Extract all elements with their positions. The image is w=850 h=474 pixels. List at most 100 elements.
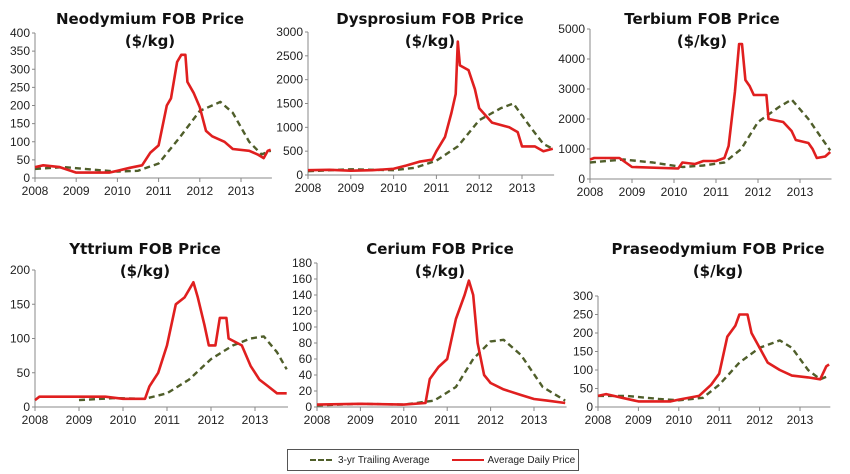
chart-panel: Terbium FOB Price ($/kg) 0 1000 2000 3000 4000… <box>558 10 832 199</box>
x-tick-label: 2013 <box>521 413 548 427</box>
x-tick-label: 2010 <box>390 413 417 427</box>
x-tick-label: 2013 <box>787 185 814 199</box>
y-tick-label: 350 <box>10 44 30 58</box>
y-tick-label: 1000 <box>558 142 585 156</box>
y-tick-label: 40 <box>299 368 313 382</box>
x-tick-label: 2008 <box>585 413 612 427</box>
series-line-trailing-average <box>598 339 830 402</box>
chart-subtitle: ($/kg) <box>677 32 727 50</box>
y-tick-label: 400 <box>10 26 30 40</box>
y-tick-label: 0 <box>586 400 593 414</box>
chart-panel: Cerium FOB Price ($/kg) 0 20 40 60 80 100 120 140… <box>292 240 567 427</box>
x-tick-label: 2013 <box>242 413 269 427</box>
x-tick-label: 2012 <box>745 185 772 199</box>
chart-title: Neodymium FOB Price <box>56 10 244 28</box>
x-tick-label: 2010 <box>665 413 692 427</box>
chart-panel: Praseodymium FOB Price ($/kg) 0 50 100 150 200… <box>573 240 831 427</box>
chart-panel: Yttrium FOB Price ($/kg) 0 50 100 150 200 2008 2… <box>10 240 288 427</box>
legend-item-daily: Average Daily Price <box>451 454 576 466</box>
y-tick-label: 100 <box>10 135 30 149</box>
y-tick-label: 50 <box>17 153 31 167</box>
x-tick-label: 2011 <box>154 413 180 427</box>
y-tick-label: 50 <box>580 382 594 396</box>
y-tick-label: 200 <box>10 263 30 277</box>
chart-subtitle: ($/kg) <box>415 262 465 280</box>
legend-label-trailing: 3-yr Trailing Average <box>338 454 430 466</box>
x-tick-label: 2011 <box>434 413 460 427</box>
x-tick-label: 2013 <box>509 181 536 195</box>
series-line-daily-price <box>597 313 830 403</box>
x-tick-label: 2012 <box>477 413 504 427</box>
series-line-daily-price <box>589 42 832 170</box>
y-tick-label: 50 <box>17 366 31 380</box>
chart-title: Yttrium FOB Price <box>68 240 221 258</box>
y-tick-label: 1500 <box>276 97 303 111</box>
chart-subtitle: ($/kg) <box>125 32 175 50</box>
legend-label-daily: Average Daily Price <box>487 454 576 466</box>
y-tick-label: 150 <box>10 117 30 131</box>
x-tick-label: 2010 <box>661 185 688 199</box>
series-line-trailing-average <box>589 98 832 169</box>
chart-subtitle: ($/kg) <box>120 262 170 280</box>
x-tick-label: 2011 <box>423 181 449 195</box>
y-tick-label: 3000 <box>276 25 303 39</box>
y-tick-label: 200 <box>10 99 30 113</box>
chart-title: Praseodymium FOB Price <box>612 240 825 258</box>
y-tick-label: 500 <box>283 144 303 158</box>
y-tick-label: 0 <box>23 400 30 414</box>
x-tick-label: 2008 <box>577 185 604 199</box>
x-tick-label: 2009 <box>66 413 93 427</box>
x-tick-label: 2008 <box>304 413 331 427</box>
series-line-trailing-average <box>307 102 554 173</box>
series-line-trailing-average <box>316 338 566 407</box>
y-tick-label: 140 <box>292 288 312 302</box>
y-tick-label: 2000 <box>558 112 585 126</box>
x-tick-label: 2011 <box>703 185 729 199</box>
x-tick-label: 2012 <box>186 184 213 198</box>
series-line-daily-price <box>307 40 554 172</box>
y-tick-label: 150 <box>10 297 30 311</box>
chart-subtitle: ($/kg) <box>405 32 455 50</box>
legend: 3-yr Trailing Average Average Daily Pric… <box>287 449 579 471</box>
y-tick-label: 20 <box>299 384 313 398</box>
y-tick-label: 300 <box>573 289 593 303</box>
chart-panel: Neodymium FOB Price ($/kg) 0 50 100 150 200 250… <box>10 10 272 198</box>
y-tick-label: 1000 <box>276 120 303 134</box>
x-tick-label: 2009 <box>619 185 646 199</box>
y-tick-label: 160 <box>292 272 312 286</box>
chart-panel: Dysprosium FOB Price ($/kg) 0 500 1000 1500 20… <box>276 10 555 195</box>
x-tick-label: 2012 <box>746 413 773 427</box>
x-tick-label: 2013 <box>787 413 814 427</box>
y-tick-label: 0 <box>578 172 585 186</box>
x-tick-label: 2013 <box>228 184 255 198</box>
x-tick-label: 2009 <box>337 181 364 195</box>
chart-title: Terbium FOB Price <box>624 10 779 28</box>
y-tick-label: 150 <box>573 345 593 359</box>
y-tick-label: 60 <box>299 352 313 366</box>
x-tick-label: 2009 <box>625 413 652 427</box>
x-tick-label: 2008 <box>22 184 49 198</box>
x-tick-label: 2008 <box>295 181 322 195</box>
y-tick-label: 0 <box>23 171 30 185</box>
series-line-trailing-average <box>78 335 288 402</box>
dashed-line-swatch-icon <box>310 459 332 461</box>
y-tick-label: 2500 <box>276 49 303 63</box>
y-tick-label: 100 <box>292 320 312 334</box>
x-tick-label: 2009 <box>347 413 374 427</box>
y-tick-label: 250 <box>573 308 593 322</box>
y-tick-label: 4000 <box>558 52 585 66</box>
legend-item-trailing: 3-yr Trailing Average <box>310 455 430 466</box>
x-tick-label: 2010 <box>380 181 407 195</box>
y-tick-label: 2000 <box>276 73 303 87</box>
chart-subtitle: ($/kg) <box>693 262 743 280</box>
solid-line-swatch-icon <box>451 459 484 461</box>
x-tick-label: 2010 <box>110 413 137 427</box>
chart-title: Cerium FOB Price <box>366 240 514 258</box>
y-tick-label: 5000 <box>558 22 585 36</box>
x-tick-label: 2011 <box>706 413 732 427</box>
series-line-daily-price <box>34 53 272 174</box>
x-tick-label: 2010 <box>104 184 131 198</box>
y-tick-label: 300 <box>10 62 30 76</box>
x-tick-label: 2012 <box>198 413 225 427</box>
